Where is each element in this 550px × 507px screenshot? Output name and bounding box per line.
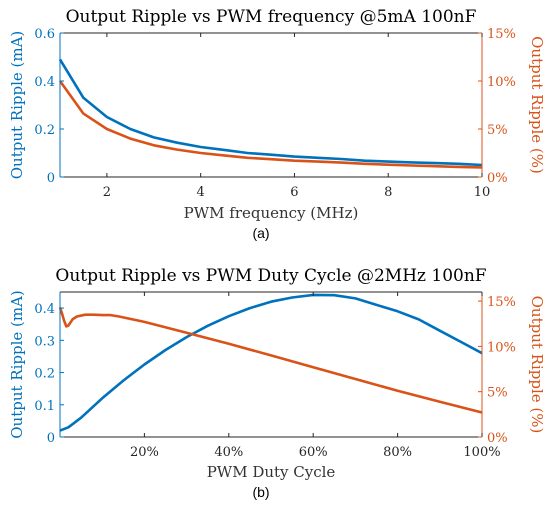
y-tick-label: 0: [47, 431, 55, 446]
y-right-tick-label: 0%: [487, 431, 508, 446]
y-axis-label: Output Ripple (mA): [8, 31, 26, 180]
y-right-tick-label: 15%: [487, 27, 516, 42]
y-tick-label: 0.4: [34, 302, 55, 317]
y-right-tick-label: 10%: [487, 340, 516, 355]
x-tick-label: 6: [290, 185, 298, 200]
y-right-tick-label: 10%: [487, 75, 516, 90]
chart-ripple-vs-duty-cycle: 20% 40% 60% 80% 100%00.10.20.30.40%5%10%15%O…: [8, 266, 546, 500]
series-line-left: [59, 293, 483, 432]
y-tick-label: 0.2: [34, 367, 55, 382]
y-right-axis-label: Output Ripple (%): [528, 296, 546, 434]
y-tick-label: 0.6: [34, 27, 55, 42]
chart-ripple-vs-frequency: 2 4 6 8 10 0 0.2 0.4 0.6 0% 5% 10% 15% Output Ripple …: [8, 7, 546, 241]
x-axis-label: PWM frequency (MHz): [184, 204, 359, 222]
x-tick-label: 80%: [383, 445, 412, 460]
y-axis-label: Output Ripple (mA): [8, 290, 26, 439]
x-tick-label: 8: [384, 185, 392, 200]
series-line-right: [58, 80, 483, 169]
series-line-right: [58, 306, 483, 414]
x-tick-label: 40%: [214, 445, 243, 460]
chart-title: Output Ripple vs PWM Duty Cycle @2MHz 10…: [55, 266, 486, 286]
y-right-tick-label: 15%: [487, 295, 516, 310]
series-line-left: [58, 58, 483, 167]
y-tick-label: 0.2: [34, 123, 55, 138]
figure-caption: (a): [252, 225, 269, 241]
y-tick-label: 0.3: [34, 334, 55, 349]
y-right-tick-label: 5%: [487, 123, 508, 138]
x-axis-label: PWM Duty Cycle: [207, 463, 336, 481]
x-tick-label: 100%: [463, 445, 500, 460]
x-tick-label: 4: [197, 185, 205, 200]
figure-caption: (b): [252, 484, 269, 500]
x-tick-label: 60%: [299, 445, 328, 460]
x-tick-label: 10: [474, 185, 491, 200]
y-tick-label: 0: [47, 171, 55, 186]
y-right-tick-label: 0%: [487, 171, 508, 186]
y-tick-label: 0.1: [34, 399, 55, 414]
x-tick-label: 20%: [130, 445, 159, 460]
chart-title: Output Ripple vs PWM frequency @5mA 100n…: [66, 7, 477, 27]
y-right-axis-label: Output Ripple (%): [528, 36, 546, 174]
y-right-tick-label: 5%: [487, 386, 508, 401]
x-tick-label: 2: [103, 185, 111, 200]
y-tick-label: 0.4: [34, 75, 55, 90]
